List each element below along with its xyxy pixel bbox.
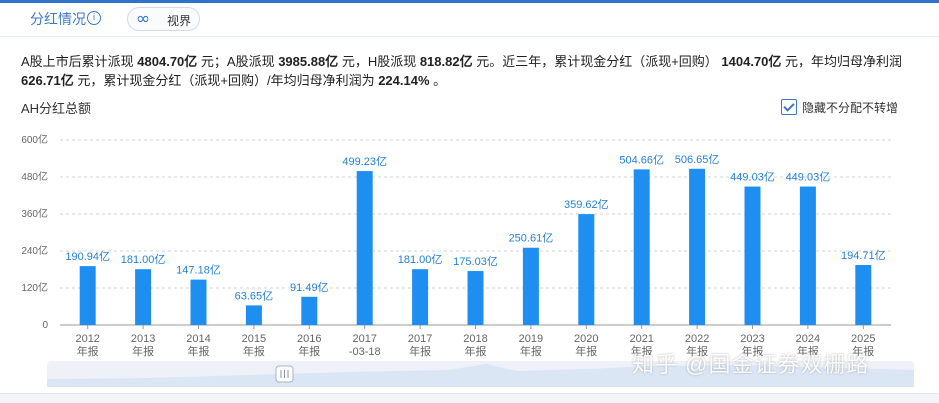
x-tick-label: -03-18: [349, 346, 381, 358]
x-tick-label: 2023: [740, 333, 764, 345]
chart-bars: 190.94亿 181.00亿 147.18亿 63.65亿 91.49亿 499.23亿…: [65, 153, 886, 325]
bar[interactable]: [467, 271, 484, 325]
bar[interactable]: [522, 247, 539, 325]
bar-value-label: 359.62亿: [564, 198, 609, 211]
x-tick-label: 年报: [132, 344, 154, 358]
bar[interactable]: [412, 269, 429, 325]
bar[interactable]: [190, 279, 207, 325]
x-tick-label: 年报: [465, 344, 487, 358]
y-tick-label: 360亿: [21, 207, 48, 220]
summary-value: 4804.70亿: [137, 54, 198, 69]
y-tick-label: 0: [42, 320, 48, 331]
summary-text: 元；A股派现: [197, 54, 279, 69]
bar[interactable]: [744, 186, 761, 325]
slider-preview-area: [47, 364, 914, 387]
x-tick-label: 2016: [297, 333, 321, 345]
checkbox-checked-icon[interactable]: [781, 99, 797, 115]
x-tick-label: 年报: [188, 344, 210, 358]
bar[interactable]: [135, 269, 152, 325]
bar-value-label: 194.71亿: [841, 249, 886, 262]
x-tick-label: 年报: [77, 344, 99, 358]
summary-value: 224.14%: [378, 73, 430, 88]
x-tick-label: 年报: [520, 344, 542, 358]
summary-text: A股上市后累计派现: [21, 54, 138, 69]
summary-text: 元，H股派现: [338, 54, 420, 69]
x-tick-label: 2014: [186, 333, 210, 345]
range-slider[interactable]: [47, 361, 914, 387]
y-tick-label: 120亿: [21, 281, 48, 294]
bar[interactable]: [301, 296, 318, 325]
bar-value-label: 504.66亿: [619, 153, 664, 166]
bar[interactable]: [689, 168, 706, 325]
x-tick-label: 2018: [463, 333, 487, 345]
x-tick-label: 2019: [519, 333, 543, 345]
bar[interactable]: [799, 186, 816, 325]
x-tick-label: 2020: [574, 333, 598, 345]
view-button-label: 视界: [167, 14, 192, 28]
y-tick-label: 480亿: [21, 170, 48, 183]
bar-value-label: 190.94亿: [65, 250, 110, 263]
bar-value-label: 449.03亿: [730, 171, 775, 184]
bar-value-label: 181.00亿: [121, 253, 166, 266]
summary-value: 626.71亿: [21, 73, 74, 88]
top-accent-line: [0, 0, 939, 3]
x-tick-label: 年报: [797, 344, 819, 358]
bar-value-label: 181.00亿: [398, 253, 443, 266]
x-tick-label: 年报: [243, 344, 265, 358]
x-tick-label: 2022: [685, 333, 709, 345]
x-tick-label: 2017: [352, 333, 376, 345]
dividend-summary: A股上市后累计派现 4804.70亿 元；A股派现 3985.88亿 元，H股派…: [21, 52, 926, 90]
bar-value-label: 449.03亿: [786, 171, 831, 184]
bar[interactable]: [633, 169, 650, 325]
x-tick-label: 年报: [852, 344, 874, 358]
x-tick-label: 2025: [851, 333, 875, 345]
summary-text: 元，年均归母净利润: [781, 54, 903, 69]
bar-value-label: 63.65亿: [235, 289, 274, 302]
summary-value: 818.82亿: [419, 54, 473, 69]
bar[interactable]: [855, 264, 872, 325]
bar[interactable]: [578, 214, 595, 325]
summary-value: 3985.88亿: [278, 54, 339, 69]
bar[interactable]: [356, 171, 373, 325]
bar-value-label: 250.61亿: [509, 232, 554, 245]
bar-value-label: 91.49亿: [290, 281, 329, 294]
bar-value-label: 147.18亿: [176, 264, 221, 277]
view-button[interactable]: ∞ 视界: [127, 7, 200, 31]
bar-value-label: 499.23亿: [342, 155, 387, 168]
tab-dividend[interactable]: 分红情况: [30, 11, 86, 27]
bar-value-label: 175.03亿: [453, 255, 498, 268]
summary-value: 1404.70亿: [721, 54, 782, 69]
info-icon[interactable]: i: [87, 11, 101, 25]
bar[interactable]: [79, 266, 96, 325]
x-tick-label: 2024: [796, 333, 820, 345]
chart-grid: 0 120亿 240亿 360亿 480亿 600亿: [21, 133, 891, 331]
x-tick-label: 年报: [686, 344, 708, 358]
chart-title: AH分红总额: [21, 101, 92, 116]
x-tick-label: 2012: [75, 333, 99, 345]
summary-text: 元，累计现金分红（派现+回购）/年均归母净利润为: [73, 73, 379, 88]
summary-text: 。: [429, 73, 447, 88]
watermark: 知乎 @国金证券双栅路: [632, 352, 870, 377]
x-tick-label: 年报: [298, 344, 320, 358]
chart-x-labels: 2012年报2013年报2014年报2015年报2016年报2017-03-18…: [75, 325, 876, 358]
footer-strip: [0, 393, 939, 403]
x-tick-label: 2013: [131, 333, 155, 345]
x-tick-label: 年报: [575, 344, 597, 358]
y-tick-label: 240亿: [21, 244, 48, 257]
top-bar: 分红情况 i ∞ 视界: [0, 0, 939, 37]
dividend-bar-chart: 0 120亿 240亿 360亿 480亿 600亿 190.94亿 181.00亿 147.…: [21, 133, 891, 358]
summary-text: 元。近三年，累计现金分红（派现+回购）: [472, 54, 722, 69]
x-tick-label: 2021: [629, 333, 653, 345]
bar-value-label: 506.65亿: [675, 153, 720, 166]
y-tick-label: 600亿: [21, 133, 48, 146]
infinity-icon: ∞: [136, 9, 151, 29]
x-tick-label: 2017: [408, 333, 432, 345]
x-tick-label: 年报: [409, 344, 431, 358]
x-tick-label: 年报: [742, 344, 764, 358]
x-tick-label: 2015: [242, 333, 266, 345]
x-tick-label: 年报: [631, 344, 653, 358]
checkbox-label: 隐藏不分配不转增: [802, 101, 899, 115]
bar[interactable]: [245, 305, 262, 325]
